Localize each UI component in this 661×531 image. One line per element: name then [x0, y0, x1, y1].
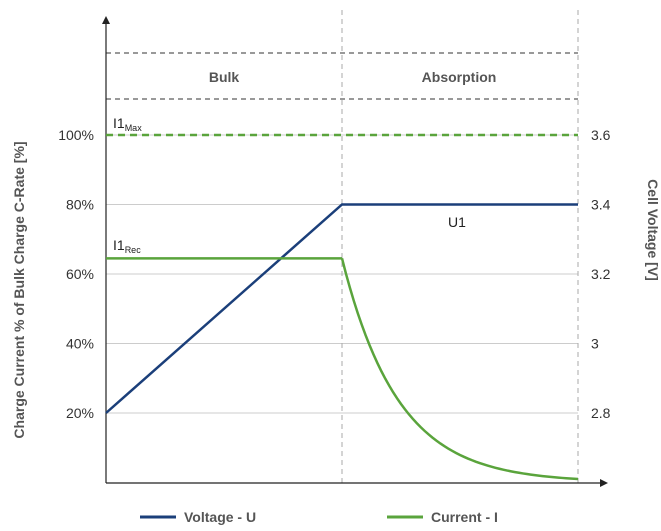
annotation-i1rec: I1Rec	[113, 237, 141, 255]
right-tick-label: 2.8	[591, 405, 611, 421]
phase-bands	[106, 10, 579, 483]
series-lines	[105, 133, 579, 481]
annotation-u1: U1	[448, 214, 466, 230]
legend-label-current: Current - I	[431, 509, 498, 525]
left-tick-label: 40%	[66, 336, 94, 352]
left-tick-label: 60%	[66, 266, 94, 282]
right-tick-label: 3.4	[591, 197, 611, 213]
series-current-line	[106, 257, 579, 481]
right-tick-label: 3.2	[591, 266, 611, 282]
left-tick-label: 20%	[66, 405, 94, 421]
right-axis-title: Cell Voltage [V]	[645, 179, 661, 281]
right-tick-label: 3	[591, 336, 599, 352]
left-tick-label: 100%	[58, 127, 94, 143]
axes	[102, 16, 608, 487]
series-voltage-line	[105, 203, 578, 414]
phase-label-absorption: Absorption	[422, 69, 497, 85]
y-axis-arrow	[102, 16, 110, 24]
right-tick-label: 3.6	[591, 127, 611, 143]
left-tick-label: 80%	[66, 197, 94, 213]
phase-label-bulk: Bulk	[209, 69, 240, 85]
legend-label-voltage: Voltage - U	[184, 509, 256, 525]
left-axis-title: Charge Current % of Bulk Charge C-Rate […	[11, 141, 27, 438]
annotation-i1max: I1Max	[113, 115, 142, 133]
tick-labels: 20% 40% 60% 80% 100% 2.8 3 3.2 3.4 3.6	[58, 127, 610, 421]
x-axis-arrow	[600, 479, 608, 487]
